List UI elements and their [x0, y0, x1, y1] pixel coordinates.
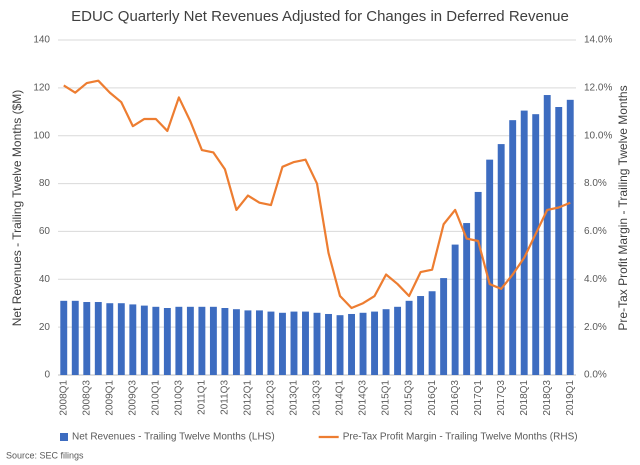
bar — [290, 311, 298, 375]
bar — [267, 311, 275, 375]
bar — [417, 296, 425, 375]
bar — [83, 302, 91, 375]
source-note: Source: SEC filings — [6, 450, 84, 460]
bar — [451, 244, 459, 375]
x-tick-label: 2014Q1 — [335, 380, 346, 416]
x-tick-label: 2008Q1 — [58, 380, 69, 416]
bar — [348, 313, 355, 375]
bar — [520, 110, 528, 375]
y-tick-label: 20 — [39, 322, 51, 333]
bar — [106, 303, 114, 375]
bar — [129, 304, 137, 375]
bar — [555, 107, 563, 375]
x-tick-label: 2019Q1 — [565, 380, 576, 416]
legend-label: Pre-Tax Profit Margin - Trailing Twelve … — [343, 432, 578, 443]
x-tick-label: 2018Q3 — [542, 380, 553, 416]
x-tick-label: 2016Q1 — [427, 380, 438, 416]
bar — [313, 312, 321, 375]
x-tick-label: 2013Q3 — [312, 380, 323, 416]
y-tick-label: 0 — [44, 370, 50, 381]
bar — [71, 300, 79, 375]
bar — [486, 159, 494, 375]
x-tick-label: 2011Q1 — [197, 380, 208, 415]
x-tick-label: 2011Q3 — [220, 380, 231, 415]
chart-title: EDUC Quarterly Net Revenues Adjusted for… — [71, 8, 569, 25]
x-tick-label: 2009Q3 — [127, 380, 138, 416]
x-tick-label: 2017Q3 — [496, 380, 507, 416]
y-tick-label: 120 — [33, 82, 50, 93]
y-tick-label: 140 — [33, 35, 50, 46]
bar — [140, 305, 148, 375]
y2-tick-label: 4.0% — [584, 274, 607, 285]
y2-tick-label: 6.0% — [584, 226, 607, 237]
bar — [117, 303, 125, 375]
x-tick-label: 2013Q1 — [289, 380, 300, 416]
y2-tick-label: 14.0% — [584, 35, 612, 46]
x-tick-label: 2010Q1 — [150, 380, 161, 416]
bar — [186, 306, 194, 375]
legend-swatch — [60, 433, 68, 441]
x-tick-label: 2016Q3 — [450, 380, 461, 416]
bar — [566, 99, 574, 376]
bar — [163, 308, 171, 375]
bar — [325, 313, 332, 375]
x-tick-label: 2015Q1 — [381, 380, 392, 416]
y2-axis-title: Pre-Tax Profit Margin - Trailing Twelve … — [616, 85, 630, 330]
y-tick-label: 60 — [39, 226, 51, 237]
bar — [336, 315, 344, 375]
bar — [371, 311, 379, 375]
bar — [394, 306, 402, 375]
bar — [255, 310, 263, 375]
bar — [532, 114, 540, 375]
bar — [198, 306, 206, 375]
y2-tick-label: 0.0% — [584, 370, 607, 381]
x-tick-label: 2012Q3 — [266, 380, 277, 416]
bar — [463, 223, 471, 375]
x-tick-label: 2018Q1 — [519, 380, 530, 416]
bar — [509, 120, 517, 376]
legend-label: Net Revenues - Trailing Twelve Months (L… — [72, 432, 275, 443]
bar — [175, 306, 183, 375]
bar — [94, 302, 102, 375]
y-tick-label: 80 — [39, 178, 51, 189]
bar — [302, 311, 309, 375]
x-tick-label: 2014Q3 — [358, 380, 369, 416]
bar — [543, 95, 551, 376]
bar — [221, 308, 229, 375]
y2-tick-label: 2.0% — [584, 322, 607, 333]
line — [63, 79, 571, 310]
bar — [60, 300, 68, 375]
bar — [244, 310, 252, 375]
y2-tick-label: 10.0% — [584, 130, 612, 141]
bar — [359, 312, 367, 375]
bar — [428, 291, 436, 375]
bar — [497, 144, 505, 375]
y2-tick-label: 12.0% — [584, 82, 612, 93]
bar — [440, 278, 448, 375]
y-tick-label: 40 — [39, 274, 51, 285]
x-tick-label: 2012Q1 — [243, 380, 254, 416]
bar — [152, 306, 160, 375]
bar — [405, 300, 413, 375]
x-tick-label: 2010Q3 — [174, 380, 185, 416]
bar — [279, 312, 286, 375]
x-tick-label: 2008Q3 — [81, 380, 92, 416]
y2-tick-label: 8.0% — [584, 178, 607, 189]
x-tick-label: 2017Q1 — [473, 380, 484, 416]
x-tick-label: 2015Q3 — [404, 380, 415, 416]
bar — [232, 309, 240, 375]
x-tick-label: 2009Q1 — [104, 380, 115, 416]
y-axis-title: Net Revenues - Trailing Twelve Months ($… — [10, 90, 24, 327]
bar — [209, 306, 217, 375]
bar — [382, 309, 390, 375]
y-tick-label: 100 — [33, 130, 50, 141]
bar — [474, 191, 482, 375]
